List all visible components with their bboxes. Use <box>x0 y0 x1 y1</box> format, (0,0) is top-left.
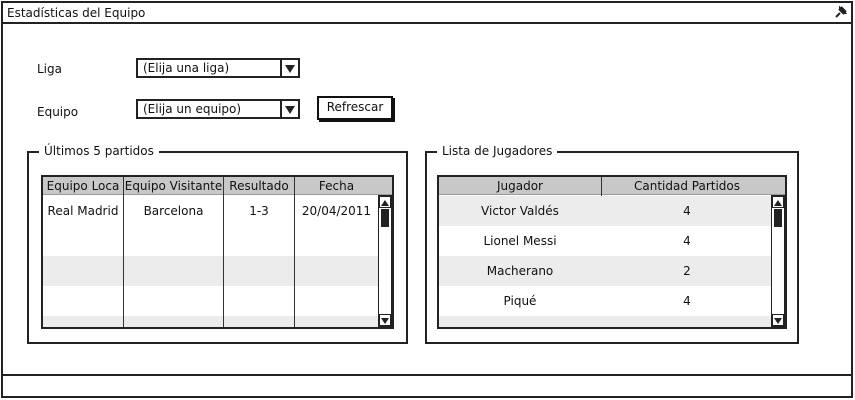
window-title: Estadísticas del Equipo <box>7 6 146 20</box>
column-header[interactable]: Cantidad Partidos <box>633 179 740 193</box>
scroll-up-icon[interactable] <box>772 196 784 208</box>
table-cell: Victor Valdés <box>481 204 559 218</box>
table-row[interactable] <box>43 286 378 316</box>
table-cell: 4 <box>683 234 691 248</box>
table-cell: Piqué <box>503 294 537 308</box>
column-divider <box>601 177 602 196</box>
liga-select[interactable]: (Elija una liga) <box>136 58 300 78</box>
table-row[interactable]: Real Madrid Barcelona 1-3 20/04/2011 <box>43 196 378 226</box>
players-legend: Lista de Jugadores <box>437 144 558 158</box>
liga-select-value: (Elija una liga) <box>143 61 230 75</box>
chevron-down-icon[interactable] <box>280 101 298 117</box>
table-row[interactable]: Piqué 4 <box>439 286 771 316</box>
column-divider <box>223 177 224 327</box>
column-divider <box>123 177 124 327</box>
table-cell: 1-3 <box>249 204 269 218</box>
table-cell: 20/04/2011 <box>301 204 372 218</box>
table-cell: Real Madrid <box>47 204 119 218</box>
table-row[interactable]: Macherano 2 <box>439 256 771 286</box>
column-header[interactable]: Equipo Loca <box>46 179 120 193</box>
matches-table-header: Equipo Loca Equipo Visitante Resultado F… <box>43 177 392 195</box>
equipo-select[interactable]: (Elija un equipo) <box>136 99 300 119</box>
column-header[interactable]: Resultado <box>229 179 289 193</box>
table-row[interactable] <box>439 316 771 327</box>
matches-group: Últimos 5 partidos <box>27 144 408 344</box>
table-cell: Lionel Messi <box>483 234 557 248</box>
table-row[interactable]: Victor Valdés 4 <box>439 196 771 226</box>
players-table-header: Jugador Cantidad Partidos <box>439 177 785 195</box>
refresh-button[interactable]: Refrescar <box>317 96 393 120</box>
matches-legend: Últimos 5 partidos <box>39 144 159 158</box>
table-row[interactable]: Lionel Messi 4 <box>439 226 771 256</box>
table-cell: Barcelona <box>143 204 204 218</box>
table-row[interactable] <box>43 316 378 327</box>
scroll-down-icon[interactable] <box>772 314 784 326</box>
column-header[interactable]: Equipo Visitante <box>124 179 223 193</box>
matches-scrollbar[interactable] <box>378 195 392 327</box>
table-row[interactable] <box>43 256 378 286</box>
table-cell: 4 <box>683 294 691 308</box>
table-cell: 4 <box>683 204 691 218</box>
column-header[interactable]: Fecha <box>318 179 355 193</box>
liga-label: Liga <box>37 62 62 76</box>
pin-icon[interactable] <box>835 5 848 18</box>
scroll-thumb[interactable] <box>381 209 389 227</box>
scroll-thumb[interactable] <box>774 209 782 227</box>
table-row[interactable] <box>43 226 378 256</box>
equipo-label: Equipo <box>37 105 79 119</box>
equipo-select-value: (Elija un equipo) <box>143 102 242 116</box>
table-cell: Macherano <box>486 264 554 278</box>
column-divider <box>294 177 295 327</box>
scroll-down-icon[interactable] <box>379 314 391 326</box>
column-header[interactable]: Jugador <box>496 179 543 193</box>
status-bar <box>3 374 851 394</box>
players-table: Jugador Cantidad Partidos Victor Valdés … <box>437 175 787 329</box>
table-cell: 2 <box>683 264 691 278</box>
matches-table: Equipo Loca Equipo Visitante Resultado F… <box>41 175 394 329</box>
chevron-down-icon[interactable] <box>280 60 298 76</box>
players-group: Lista de Jugadores <box>425 144 799 344</box>
players-scrollbar[interactable] <box>771 195 785 327</box>
scroll-up-icon[interactable] <box>379 196 391 208</box>
title-bar: Estadísticas del Equipo <box>3 3 851 24</box>
